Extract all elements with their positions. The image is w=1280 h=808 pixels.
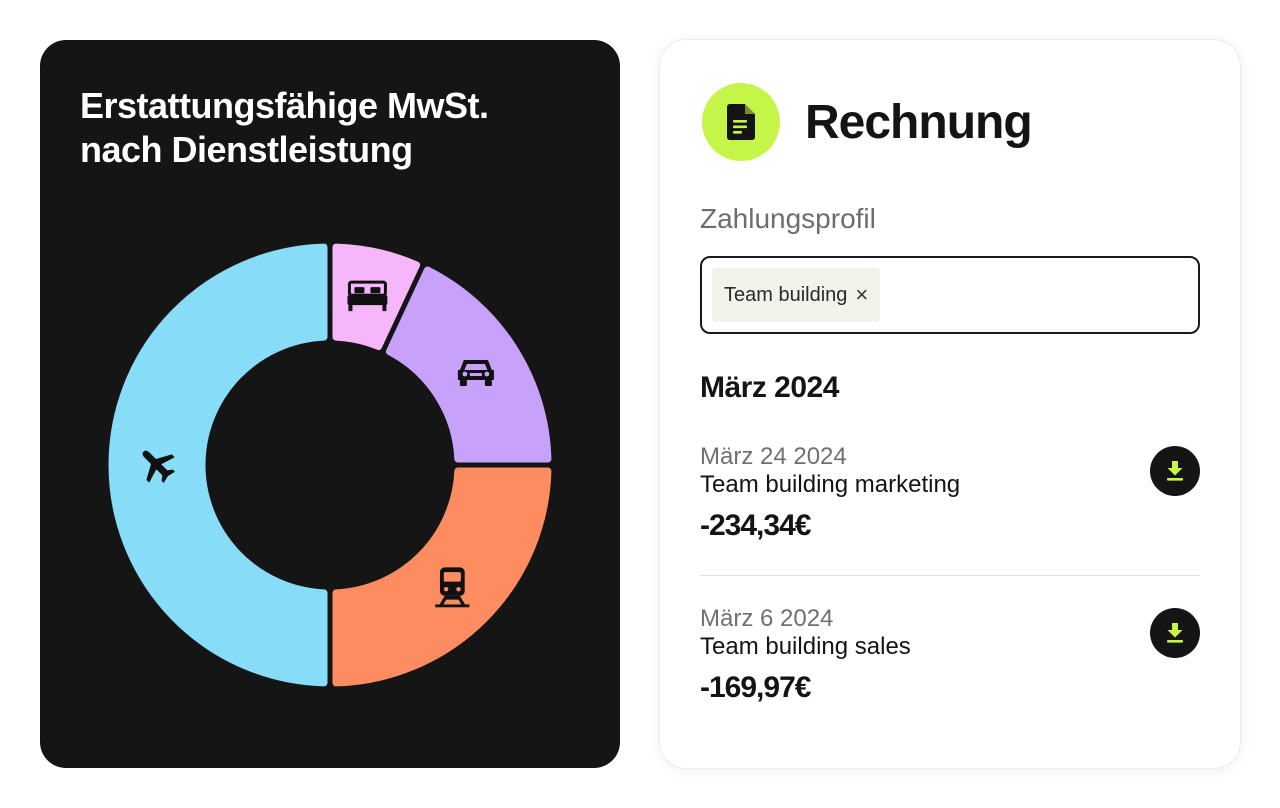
donut-slice-flight (108, 243, 328, 687)
invoice-card: Rechnung Zahlungsprofil Team building × … (660, 40, 1240, 768)
invoice-entry-date: März 24 2024 (700, 443, 847, 470)
vat-chart-card: Erstattungsfähige MwSt. nach Dienstleist… (40, 40, 620, 768)
vat-donut-chart (108, 243, 552, 687)
document-icon (727, 104, 755, 140)
payment-profile-label: Zahlungsprofil (700, 203, 876, 234)
invoice-entry-amount: -234,34€ (700, 509, 811, 542)
download-icon (1167, 623, 1183, 643)
remove-tag-button[interactable]: × (855, 282, 869, 307)
invoice-title: Rechnung (805, 96, 1033, 149)
invoice-entry-date: März 6 2024 (700, 605, 834, 632)
entry-divider (700, 575, 1200, 576)
invoice-entry-name: Team building marketing (700, 471, 961, 498)
chart-title-line-2: nach Dienstleistung (80, 129, 413, 170)
invoice-entry-name: Team building sales (700, 633, 911, 660)
chart-title-line-1: Erstattungsfähige MwSt. (80, 85, 489, 126)
donut-segments (108, 243, 552, 687)
month-heading: März 2024 (700, 371, 839, 404)
chart-title: Erstattungsfähige MwSt. nach Dienstleist… (80, 84, 580, 172)
invoice-badge (702, 83, 780, 161)
download-button[interactable] (1150, 446, 1200, 496)
payment-profile-input[interactable]: Team building × (700, 256, 1200, 334)
download-button[interactable] (1150, 608, 1200, 658)
payment-profile-tag-label: Team building (724, 283, 848, 306)
payment-profile-tag: Team building × (712, 268, 881, 322)
download-icon (1167, 461, 1183, 481)
invoice-entry-amount: -169,97€ (700, 671, 811, 704)
